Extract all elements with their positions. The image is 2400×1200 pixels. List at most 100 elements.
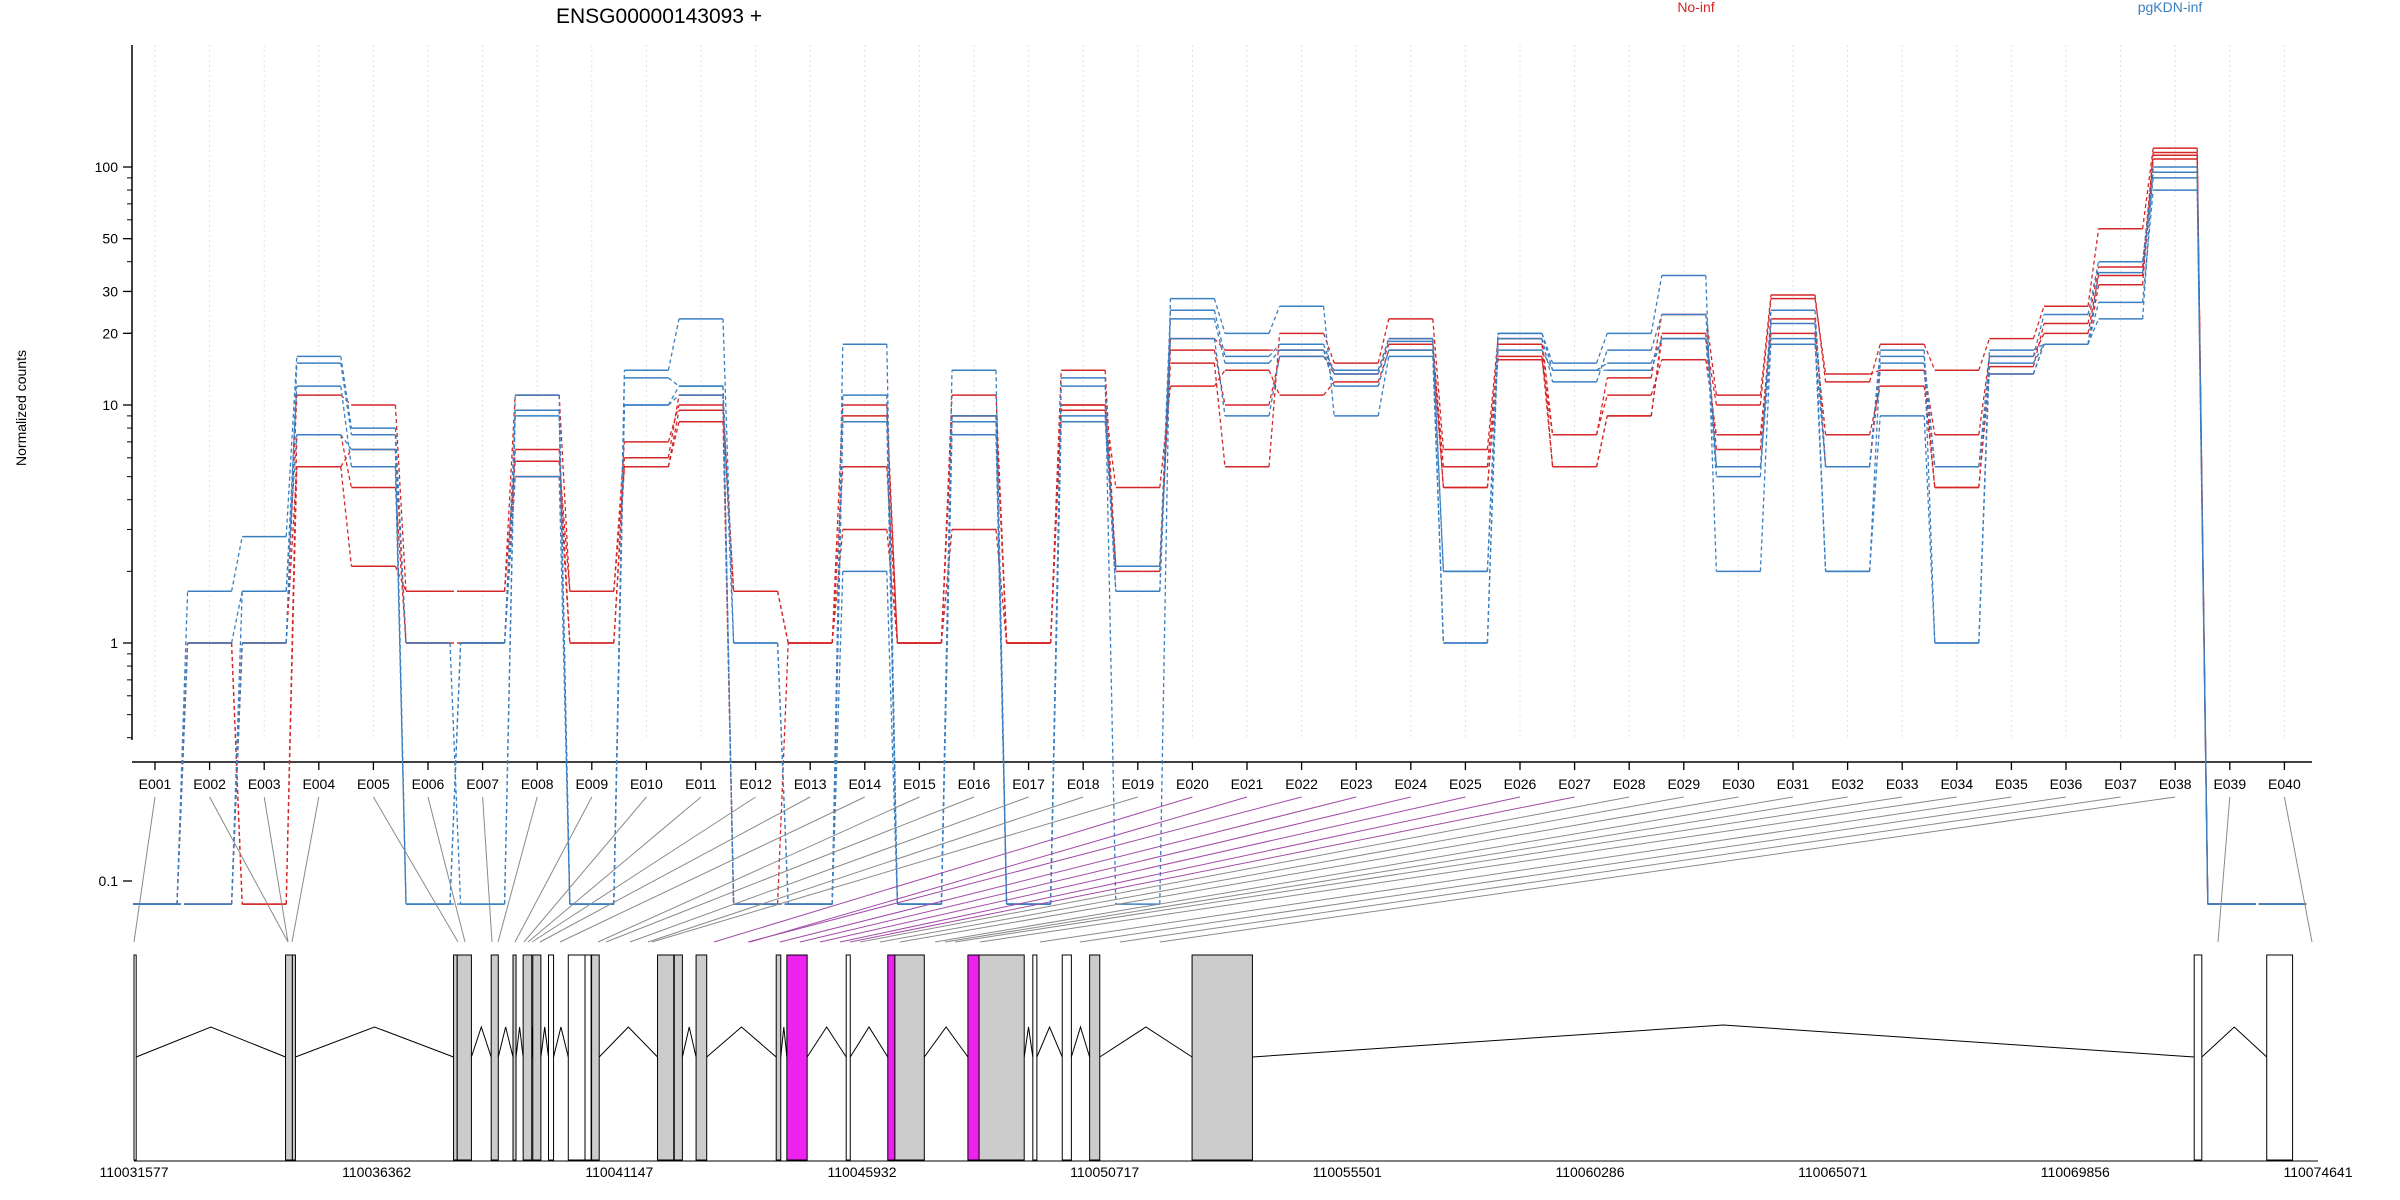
series-connector	[558, 410, 571, 905]
series-connector	[394, 466, 407, 905]
series-connector	[1595, 415, 1608, 467]
intron-line	[1099, 1026, 1193, 1058]
exon-connector-line	[647, 796, 1084, 943]
series-connector	[340, 362, 353, 435]
legend-label-pgkdn-inf: pgKDN-inf	[2138, 0, 2203, 15]
series-connector	[1650, 314, 1663, 378]
intron-line	[515, 1026, 524, 1058]
intron-line	[806, 1026, 847, 1058]
series-connector	[722, 318, 735, 644]
series-connector	[394, 566, 407, 592]
series-connector	[2141, 172, 2154, 262]
series-connector	[449, 642, 462, 905]
series-connector	[667, 394, 680, 406]
series-connector	[1595, 377, 1608, 435]
exon-connector-line	[527, 796, 702, 943]
series-connector	[1978, 338, 1991, 371]
exon-block	[490, 954, 499, 1161]
series-connector	[1323, 356, 1335, 371]
series-connector	[1650, 359, 1663, 396]
exon-connector-line	[514, 796, 593, 943]
series-connector	[1595, 349, 1608, 383]
exon-block	[775, 954, 782, 1161]
series-connector	[940, 434, 953, 905]
intron-line	[540, 1026, 549, 1058]
series-connector	[176, 642, 189, 905]
intron-line	[2201, 1026, 2268, 1058]
x-tick-label: E032	[1831, 776, 1864, 792]
exon-connector-line	[539, 796, 811, 943]
series-connector	[1650, 338, 1663, 371]
x-tick-label: E040	[2268, 776, 2301, 792]
series-connector	[1486, 356, 1499, 488]
exon-block	[591, 954, 600, 1161]
series-connector	[176, 642, 189, 905]
series-connector	[2141, 166, 2154, 319]
series-connector	[285, 466, 298, 644]
series-connector	[1104, 370, 1117, 572]
series-connector	[2087, 272, 2100, 345]
exon-connector-line	[523, 796, 647, 943]
exon-block	[978, 954, 1025, 1161]
series-connector	[1104, 377, 1117, 905]
series-connector	[1868, 344, 1881, 383]
exon-block	[456, 954, 472, 1161]
series-connector	[394, 404, 407, 592]
exon-connector-line	[839, 796, 1521, 943]
exon-connector-line	[819, 796, 1466, 943]
y-tick-label: 50	[102, 231, 118, 247]
y-axis-label: Normalized counts	[13, 350, 29, 466]
genomic-tick-label: 110074641	[2283, 1164, 2352, 1180]
series-connector	[340, 356, 353, 429]
series-connector	[285, 434, 298, 905]
series-connector	[1486, 338, 1499, 450]
exon-connector-line	[954, 796, 1903, 943]
x-tick-label: E001	[139, 776, 172, 792]
x-tick-label: E022	[1285, 776, 1318, 792]
series-connector	[394, 428, 407, 644]
series-connector	[2141, 177, 2154, 273]
exon-block	[657, 954, 675, 1161]
series-connector	[886, 344, 899, 905]
series-connector	[1213, 338, 1226, 351]
series-connector	[1814, 294, 1827, 383]
genomic-tick-label: 110060286	[1555, 1164, 1624, 1180]
series-connector	[1377, 341, 1390, 375]
series-connector	[1868, 350, 1881, 467]
exon-block	[532, 954, 542, 1161]
gene-model	[133, 954, 2294, 1161]
intron-line	[849, 1026, 889, 1058]
exon-block	[845, 954, 851, 1161]
series-connector	[1268, 305, 1281, 334]
series-connector	[2033, 343, 2045, 351]
series-connector	[776, 591, 789, 644]
series-connector	[722, 386, 735, 905]
series-connector	[722, 386, 735, 644]
genomic-tick-label: 110045932	[827, 1164, 896, 1180]
genomic-tick-label: 110031577	[99, 1164, 168, 1180]
series-connector	[1213, 350, 1226, 406]
x-axis: E001 E002 E003 E004 E005 E006 E007 E008 E009 E010…	[132, 761, 2312, 792]
x-tick-label: E033	[1886, 776, 1919, 792]
series-connector	[285, 395, 298, 644]
exon-connector-line	[2283, 796, 2313, 943]
series-connector	[667, 385, 680, 406]
series-connector	[1759, 294, 1772, 396]
genomic-tick-label: 110041147	[585, 1164, 653, 1180]
intron-line	[470, 1025, 492, 1058]
series-connector	[230, 536, 243, 592]
exon-connector-line	[899, 796, 1739, 943]
series-connector	[285, 434, 298, 592]
series-connector	[1159, 298, 1172, 905]
series-connector	[886, 529, 899, 644]
exon-block	[512, 954, 517, 1161]
exon-connector-line	[133, 796, 156, 943]
series-connector	[613, 441, 626, 592]
series-connector	[1814, 323, 1827, 572]
x-tick-label: E036	[2050, 776, 2083, 792]
series-connector	[230, 642, 243, 905]
exon-block	[2266, 954, 2294, 1161]
intron-line	[295, 1026, 454, 1058]
series-connector	[613, 404, 626, 905]
series-connector	[1923, 370, 1936, 488]
